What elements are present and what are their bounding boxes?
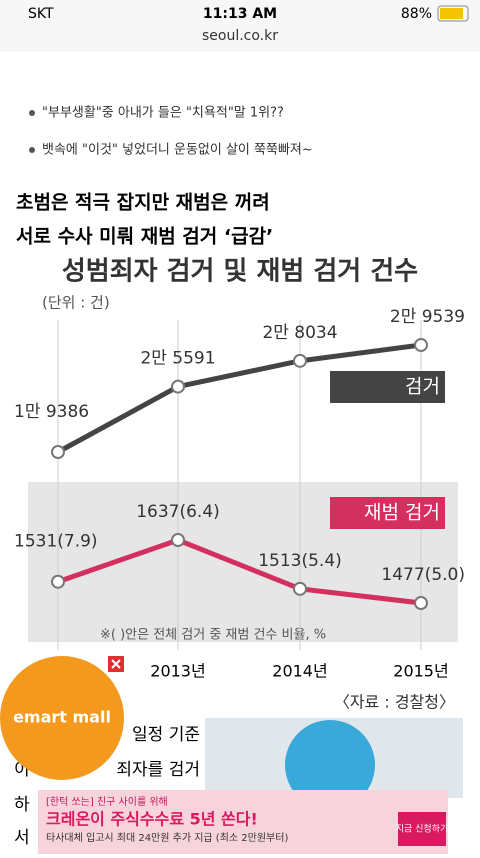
link[interactable]: "부부생활"중 아내가 들은 "치욕적"말 1위??	[42, 106, 284, 121]
legend-box	[330, 497, 445, 529]
unit: (단위 : 건)	[42, 294, 110, 312]
bullet	[29, 110, 35, 116]
battery-text: 88%	[401, 6, 432, 22]
value-label: 1531(7.9)	[14, 532, 98, 552]
value-label: 1477(5.0)	[381, 565, 465, 585]
article-text: 일정 기준	[132, 725, 200, 745]
point	[293, 353, 307, 368]
x-label: 2013년	[150, 662, 205, 681]
legend-box	[330, 371, 445, 403]
banner-button[interactable]	[398, 812, 446, 846]
banner-kicker: [한턱 쏘는] 친구 사이를 위해	[46, 795, 168, 808]
emart-ad[interactable]	[0, 656, 124, 780]
article-text: 서	[14, 828, 30, 848]
chart-title: 성범죄자 검거 및 재범 검거 건수	[62, 257, 418, 287]
point	[51, 445, 65, 459]
headline: 서로 수사 미뤄 재범 검거 ‘급감’	[16, 226, 273, 248]
banner-detail: 타사대체 입고시 최대 24만원 추가 지급 (최소 2만원부터)	[46, 831, 288, 844]
source: 〈자료 : 경찰청〉	[334, 693, 455, 712]
legend-label: 재범 검거	[364, 502, 440, 524]
x-label: 2015년	[393, 662, 448, 681]
speaker	[285, 720, 375, 810]
point	[293, 581, 307, 596]
banner-ad[interactable]	[38, 790, 448, 854]
url[interactable]: seoul.co.kr	[202, 28, 278, 44]
value-label: 1만 9386	[14, 402, 89, 422]
banner-headline: 크레온이 주식수수료 5년 쏜다!	[46, 810, 258, 829]
emart-logo: emart mall	[13, 708, 111, 727]
bullet	[29, 147, 35, 153]
point	[51, 574, 65, 589]
line	[56, 342, 422, 455]
value-label: 1513(5.4)	[258, 551, 342, 571]
browser-bar	[0, 0, 480, 52]
value-label: 2만 9539	[390, 307, 465, 327]
note: ※( )안은 전체 검거 중 재범 건수 비율, %	[100, 628, 326, 643]
legend-label: 검거	[405, 376, 440, 398]
link[interactable]: 뱃속에 "이것" 넣었더니 운동없이 살이 쭉쭉빠져~	[42, 143, 313, 158]
point	[414, 596, 428, 610]
point	[171, 533, 185, 547]
value-label: 2만 5591	[140, 349, 215, 369]
banner-button-text: 지금 신청하기	[396, 824, 449, 835]
point	[414, 338, 428, 352]
value-label: 2만 8034	[262, 323, 337, 343]
close-icon	[111, 659, 121, 669]
value-label: 1637(6.4)	[136, 502, 220, 522]
x-label: 2014년	[272, 662, 327, 681]
article-text: 하	[14, 795, 30, 815]
battery-level	[440, 8, 463, 19]
clock: 11:13 AM	[203, 6, 277, 22]
line	[57, 537, 422, 606]
carrier: SKT	[28, 6, 54, 22]
point	[171, 379, 185, 394]
battery-icon	[437, 5, 469, 22]
headline: 초범은 적극 잡지만 재범은 꺼려	[16, 192, 270, 214]
article-text: 죄자를 검거	[116, 760, 200, 780]
